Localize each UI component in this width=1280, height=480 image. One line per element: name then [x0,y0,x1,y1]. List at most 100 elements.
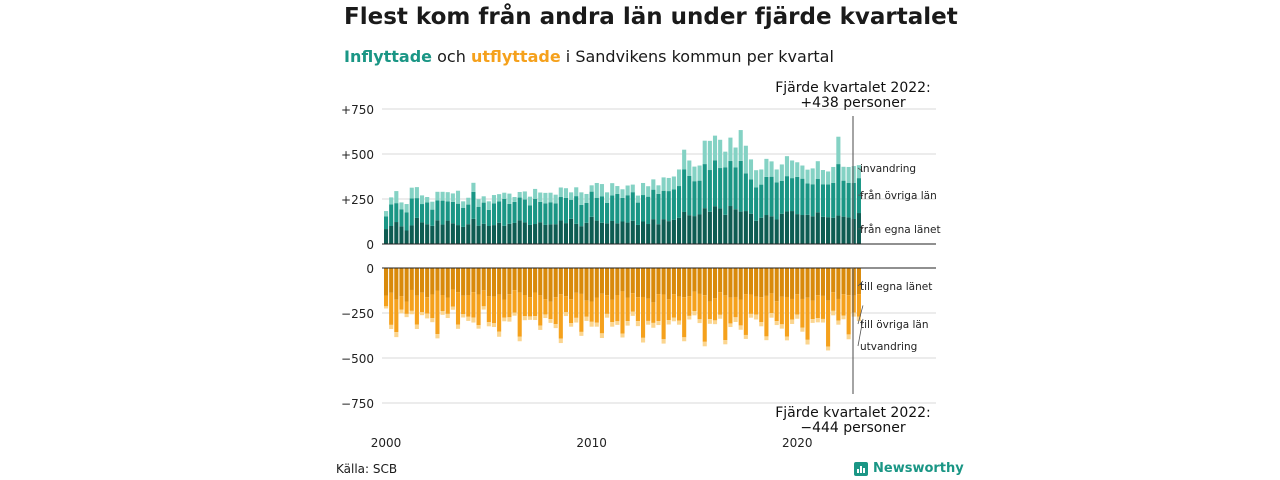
bar-in-segment [800,165,805,179]
bar-out-segment [836,268,841,299]
bar-out-segment [759,322,764,327]
bar-in-segment [471,218,476,244]
bar-in-segment [815,161,820,180]
bar-in-segment [558,220,563,244]
bar-in-segment [507,203,512,224]
bar-out-segment [702,295,707,342]
bar-out-segment [748,294,754,314]
bar-out-segment [743,334,748,339]
bar-in-segment [543,192,548,204]
bar-in-segment [779,181,784,214]
bar-out-segment [728,323,733,328]
bar-out-segment [599,268,604,294]
bar-in-segment [599,222,604,244]
bar-in-segment [831,217,836,244]
bar-in-segment [548,192,553,203]
bar-out-segment [820,268,825,296]
bar-in-segment [615,223,620,244]
bar-in-segment [630,192,635,221]
bar-out-segment [754,314,759,320]
bar-in-segment [399,202,404,210]
bar-out-segment [522,295,527,317]
bar-in-segment [795,214,800,244]
bar-in-segment [641,221,646,244]
bar-out-segment [548,301,553,320]
bar-out-segment [435,290,440,335]
annotation-top-text: Fjärde kvartalet 2022: [775,80,931,96]
bar-in-segment [764,215,769,244]
bar-out-segment [414,324,419,330]
subtitle-rest: i Sandvikens kommun per kvartal [565,47,834,66]
bar-in-segment [635,224,640,244]
bar-out-segment [527,297,533,317]
bar-out-segment [769,293,774,313]
bar-out-segment [574,292,579,318]
bar-in-segment [517,220,522,244]
bar-out-segment [841,315,846,320]
bar-in-segment [533,198,538,225]
bar-out-segment [656,321,661,326]
bar-in-segment [671,219,676,244]
bar-out-segment [414,268,419,296]
bar-out-segment [697,268,702,294]
bar-in-segment [784,176,790,212]
bar-out-segment [384,295,389,307]
bar-out-segment [527,316,533,320]
bar-in-segment [394,203,399,223]
bar-out-segment [707,268,712,302]
bar-in-segment [687,175,692,216]
bar-in-segment [522,222,527,244]
bar-out-segment [671,268,676,295]
bar-out-segment [404,313,409,318]
bar-out-segment [702,341,707,347]
bar-out-segment [625,321,630,326]
bar-out-segment [697,319,702,324]
bar-in-segment [522,199,527,223]
bar-in-segment [826,184,831,218]
bar-in-segment [404,212,409,231]
bar-in-segment [733,147,738,168]
bar-in-segment [826,217,831,244]
bar-in-segment [455,190,461,204]
source-note: Källa: SCB [336,462,398,476]
bar-out-segment [430,318,435,323]
bar-out-segment [795,294,800,315]
bar-in-segment [790,211,795,244]
bar-in-segment [620,221,625,244]
bar-out-segment [522,268,527,295]
bar-in-segment [440,191,445,201]
bar-in-segment [630,220,635,244]
bar-out-segment [419,292,425,313]
bar-in-segment [461,201,466,208]
bar-in-segment [594,220,599,244]
bar-in-segment [697,165,702,181]
bar-in-segment [425,197,430,203]
bar-in-segment [584,222,589,244]
bar-out-segment [666,268,671,300]
bar-in-segment [394,191,399,204]
bar-in-segment [805,183,810,215]
bar-out-segment [743,294,748,335]
bar-out-segment [538,325,543,330]
bar-in-segment [435,220,440,244]
bar-in-segment [553,224,558,244]
bar-out-segment [574,317,579,323]
bar-out-segment [697,293,702,320]
bar-out-segment [553,297,558,325]
bar-in-segment [702,140,707,165]
bar-out-segment [779,296,784,325]
bar-out-segment [851,268,856,296]
bar-out-segment [419,312,425,316]
annotation-top-text: +438 personer [800,95,906,111]
bar-out-segment [440,295,445,312]
bar-in-segment [754,170,759,188]
bar-out-segment [389,292,394,325]
x-tick-label: 2000 [371,436,402,450]
bar-out-segment [507,268,512,295]
bar-out-segment [476,325,481,329]
bar-out-segment [435,334,440,339]
y-tick-label: 0 [366,238,374,252]
bar-out-segment [733,296,738,318]
subtitle-utflyttade: utflyttade [470,47,561,66]
bar-out-segment [425,297,430,314]
